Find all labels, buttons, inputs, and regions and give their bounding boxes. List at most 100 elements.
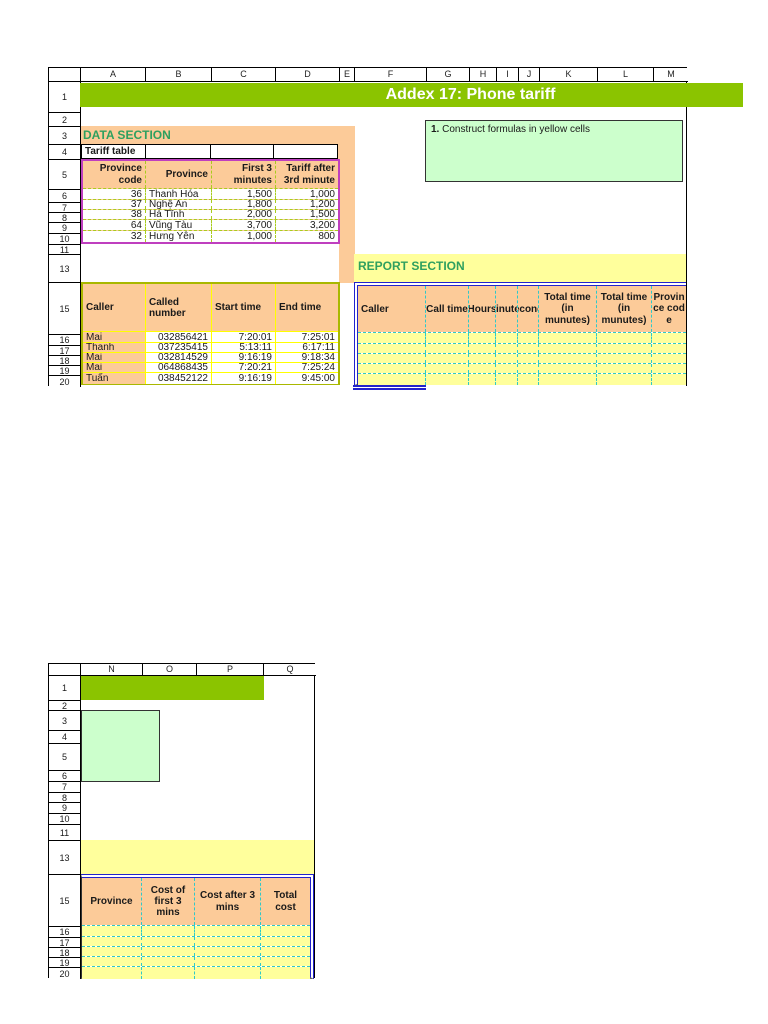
formula-cell[interactable]: [652, 374, 686, 385]
cost-header-total: Total cost: [261, 878, 310, 925]
row-header: 9: [49, 223, 81, 234]
formula-cell[interactable]: [82, 937, 142, 946]
empty-cell: [210, 144, 274, 159]
formula-cell[interactable]: [652, 364, 686, 373]
formula-cell[interactable]: [195, 957, 261, 966]
row-header: 19: [49, 366, 81, 376]
formula-cell[interactable]: [142, 957, 195, 966]
row-header: 8: [49, 793, 81, 803]
tariff-cell-first3: 1,800: [212, 200, 276, 209]
formula-cell[interactable]: [82, 957, 142, 966]
formula-cell[interactable]: [518, 374, 539, 385]
formula-cell[interactable]: [652, 333, 686, 343]
title-banner-overflow: [81, 676, 264, 700]
formula-cell[interactable]: [358, 364, 426, 373]
formula-cell[interactable]: [539, 344, 597, 353]
column-header: K: [540, 68, 598, 82]
formula-cell[interactable]: [358, 344, 426, 353]
tariff-cell-province: Nghệ An: [146, 200, 212, 209]
formula-cell[interactable]: [539, 374, 597, 385]
formula-cell[interactable]: [142, 926, 195, 936]
formula-cell[interactable]: [518, 333, 539, 343]
instruction-number: 1.: [431, 124, 440, 135]
row-header: 18: [49, 948, 81, 958]
tariff-header-cell: First 3 minutes: [212, 161, 276, 188]
calls-cell-caller: Mai: [83, 363, 146, 372]
formula-cell[interactable]: [496, 364, 518, 373]
calls-cell-end: 9:18:34: [276, 353, 338, 362]
formula-cell[interactable]: [82, 947, 142, 956]
formula-cell[interactable]: [426, 333, 469, 343]
formula-cell[interactable]: [195, 947, 261, 956]
column-header: H: [470, 68, 497, 82]
column-header: Q: [264, 664, 316, 676]
formula-cell[interactable]: [261, 957, 310, 966]
calls-cell-start: 7:20:21: [212, 363, 276, 372]
formula-cell[interactable]: [469, 333, 496, 343]
formula-cell[interactable]: [539, 333, 597, 343]
formula-cell[interactable]: [597, 374, 652, 385]
formula-cell[interactable]: [82, 967, 142, 979]
formula-cell[interactable]: [597, 333, 652, 343]
row-header: 2: [49, 701, 81, 711]
formula-cell[interactable]: [142, 937, 195, 946]
formula-cell[interactable]: [82, 926, 142, 936]
column-header: O: [143, 664, 197, 676]
tariff-header-cell: Tariff after 3rd minute: [276, 161, 338, 188]
formula-cell[interactable]: [469, 374, 496, 385]
formula-cell[interactable]: [496, 344, 518, 353]
formula-cell[interactable]: [539, 364, 597, 373]
formula-cell[interactable]: [261, 967, 310, 979]
formula-cell[interactable]: [518, 354, 539, 363]
formula-cell[interactable]: [195, 967, 261, 979]
row-header: 6: [49, 771, 81, 782]
row-header: 8: [49, 213, 81, 223]
formula-cell[interactable]: [496, 354, 518, 363]
formula-cell[interactable]: [518, 364, 539, 373]
formula-cell[interactable]: [261, 926, 310, 936]
calls-cell-start: 5:13:11: [212, 343, 276, 352]
row-header: 6: [49, 190, 81, 203]
calls-header-cell: Called number: [146, 284, 212, 331]
report-table: Caller Call time Hours Minutes Seconds T…: [354, 282, 686, 385]
formula-cell[interactable]: [597, 344, 652, 353]
formula-cell[interactable]: [358, 333, 426, 343]
row-header: 4: [49, 145, 81, 160]
formula-cell[interactable]: [195, 937, 261, 946]
formula-cell[interactable]: [142, 947, 195, 956]
formula-cell[interactable]: [597, 354, 652, 363]
formula-cell[interactable]: [652, 344, 686, 353]
cost-header-province: Province: [82, 878, 142, 925]
formula-cell[interactable]: [469, 364, 496, 373]
formula-cell[interactable]: [426, 344, 469, 353]
calls-cell-end: 7:25:01: [276, 332, 338, 342]
formula-cell[interactable]: [358, 374, 426, 385]
column-header: J: [519, 68, 540, 82]
tariff-cell-after3: 1,200: [276, 200, 338, 209]
formula-cell[interactable]: [358, 354, 426, 363]
formula-cell[interactable]: [426, 374, 469, 385]
row-header: 17: [49, 346, 81, 356]
formula-cell[interactable]: [652, 354, 686, 363]
formula-cell[interactable]: [597, 364, 652, 373]
formula-cell[interactable]: [261, 937, 310, 946]
report-section-fill: [354, 254, 686, 283]
column-header: B: [146, 68, 212, 82]
formula-cell[interactable]: [518, 344, 539, 353]
formula-cell[interactable]: [496, 374, 518, 385]
formula-cell[interactable]: [261, 947, 310, 956]
formula-cell[interactable]: [539, 354, 597, 363]
formula-cell[interactable]: [469, 354, 496, 363]
corner-cell: [49, 664, 81, 676]
formula-cell[interactable]: [142, 967, 195, 979]
row-header: 3: [49, 127, 81, 145]
formula-cell[interactable]: [195, 926, 261, 936]
empty-cell: [273, 144, 338, 159]
row-header: 10: [49, 814, 81, 825]
page-title: Addex 17: Phone tariff: [385, 86, 556, 103]
formula-cell[interactable]: [469, 344, 496, 353]
formula-cell[interactable]: [496, 333, 518, 343]
formula-cell[interactable]: [426, 364, 469, 373]
formula-cell[interactable]: [426, 354, 469, 363]
data-section-fill-strip: [339, 244, 355, 283]
